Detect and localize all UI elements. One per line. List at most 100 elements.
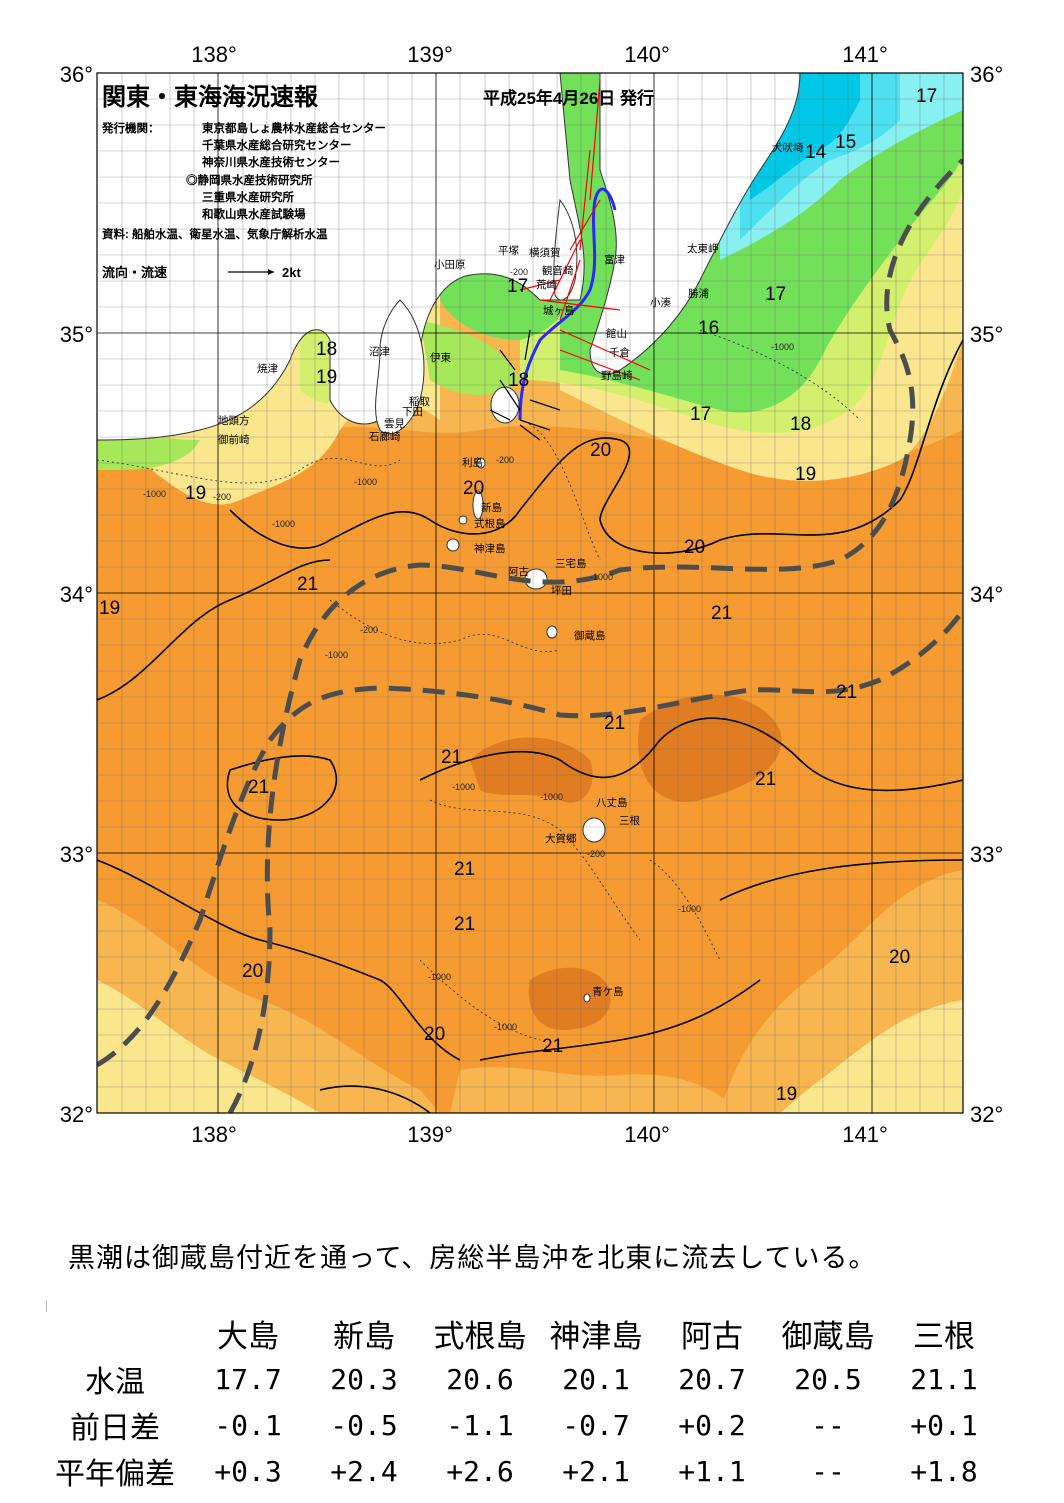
column-header: 阿古 bbox=[681, 1318, 743, 1355]
temp-label: 19 bbox=[776, 1084, 797, 1105]
lon-label: 138° bbox=[191, 1122, 237, 1147]
place-label: 雲見 bbox=[384, 418, 405, 430]
lon-labels-bottom: 138° 139° 140° 141° bbox=[191, 1122, 888, 1147]
column-header: 新島 bbox=[333, 1318, 395, 1355]
place-label: 勝浦 bbox=[688, 287, 709, 300]
column-header: 御蔵島 bbox=[781, 1318, 875, 1355]
table-cell: +0.2 bbox=[678, 1408, 746, 1442]
table-cell: 17.7 bbox=[214, 1362, 282, 1396]
summary-caption: 黒潮は御蔵島付近を通って、房総半島沖を北東に流去している。 bbox=[68, 1243, 877, 1274]
sea-temperature-map: 17 15 14 17 16 17 18 19 20 20 18 17 18 1… bbox=[60, 42, 1004, 1147]
lon-label: 139° bbox=[407, 1122, 453, 1147]
land-boso bbox=[589, 73, 801, 375]
place-label: 青ケ島 bbox=[592, 985, 624, 998]
place-label: 新島 bbox=[481, 501, 502, 514]
temp-label: 20 bbox=[424, 1024, 445, 1045]
publisher-item: 三重県水産研究所 bbox=[202, 190, 294, 204]
table-cell: +0.1 bbox=[910, 1408, 978, 1442]
temp-label: 20 bbox=[463, 478, 484, 499]
table-cell: +1.1 bbox=[678, 1454, 746, 1488]
sagami-bay-18 bbox=[420, 320, 520, 395]
table-cell: 21.1 bbox=[910, 1362, 978, 1396]
lon-label: 141° bbox=[842, 1122, 888, 1147]
temp-label: 16 bbox=[698, 318, 719, 339]
depth-label: -1000 bbox=[678, 904, 701, 914]
place-label: 焼津 bbox=[257, 363, 278, 375]
column-header: 神津島 bbox=[549, 1318, 643, 1355]
place-labels: 犬吠埼 太東岬 勝浦 小湊 富津 館山 千倉 野島崎 横須賀 観音崎 平塚 荒崎… bbox=[218, 141, 804, 998]
place-label: 式根島 bbox=[474, 517, 506, 530]
island-niijima bbox=[472, 490, 484, 520]
publisher-block: 発行機関： 東京都島しょ農林水産総合センター 千葉県水産総合研究センター 神奈川… bbox=[101, 121, 386, 241]
place-label: 伊東 bbox=[430, 351, 451, 364]
depth-label: -200 bbox=[496, 455, 514, 465]
depth-label: -1000 bbox=[452, 782, 475, 792]
vector-arrows-black bbox=[489, 329, 561, 441]
kuroshio-axis bbox=[97, 158, 963, 1113]
table-cell: -- bbox=[811, 1408, 845, 1442]
place-label: 太東岬 bbox=[687, 242, 719, 255]
row-label: 水温 bbox=[85, 1365, 145, 1400]
island-hachijojima bbox=[582, 817, 606, 843]
island-kozushima bbox=[446, 538, 460, 552]
place-label: 御蔵島 bbox=[574, 629, 606, 642]
temp-label: 21 bbox=[454, 859, 475, 880]
place-label: 石廊崎 bbox=[369, 430, 401, 443]
lon-label: 140° bbox=[624, 42, 670, 67]
temp-label: 21 bbox=[248, 777, 269, 798]
place-label: 稲取 bbox=[409, 396, 430, 408]
place-label: 神津島 bbox=[474, 542, 506, 555]
place-label: 館山 bbox=[606, 327, 627, 340]
temp-label: 17 bbox=[690, 404, 711, 425]
lat-label: 34° bbox=[60, 582, 93, 607]
lat-label: 36° bbox=[60, 62, 93, 87]
lat-label: 34° bbox=[970, 582, 1003, 607]
island-mikurajima bbox=[546, 625, 558, 639]
temp-label: 20 bbox=[684, 537, 705, 558]
place-label: 地頭方 bbox=[218, 414, 250, 427]
sea-20-southcenter bbox=[450, 1067, 740, 1113]
ship-track bbox=[518, 187, 617, 421]
row-label: 平年偏差 bbox=[55, 1457, 175, 1492]
place-label: 横須賀 bbox=[529, 246, 561, 259]
depth-label: -200 bbox=[360, 625, 378, 635]
temp-label: 21 bbox=[441, 747, 462, 768]
depth-label: -1000 bbox=[272, 519, 295, 529]
temp-label: 20 bbox=[242, 961, 263, 982]
lon-labels-top: 138° 139° 140° 141° bbox=[191, 42, 888, 67]
place-label: 大賀郷 bbox=[545, 832, 577, 845]
publisher-label: 発行機関： bbox=[101, 121, 160, 135]
map-border bbox=[96, 72, 964, 1114]
temp-label: 18 bbox=[790, 414, 811, 435]
major-grid bbox=[97, 73, 963, 1113]
temp-label: 19 bbox=[99, 598, 120, 619]
table-cell: -0.5 bbox=[330, 1408, 398, 1442]
table-cell: -1.1 bbox=[446, 1408, 514, 1442]
temp-label: 21 bbox=[297, 574, 318, 595]
place-label: 野島崎 bbox=[601, 369, 633, 382]
place-label: 利島 bbox=[462, 456, 483, 469]
table-cell: -- bbox=[811, 1454, 845, 1488]
place-label: 三根 bbox=[619, 814, 640, 827]
depth-label: -200 bbox=[213, 492, 231, 502]
lat-label: 35° bbox=[60, 322, 93, 347]
temp-label: 21 bbox=[604, 713, 625, 734]
temp-label: 17 bbox=[507, 276, 528, 297]
lat-labels-right: 36° 35° 34° 33° 32° bbox=[970, 62, 1003, 1127]
table-cell: -0.7 bbox=[562, 1408, 630, 1442]
temp-label: 17 bbox=[916, 86, 937, 107]
publisher-item: ◎静岡県水産技術研究所 bbox=[186, 173, 313, 187]
lon-label: 140° bbox=[624, 1122, 670, 1147]
sea-19-southeast bbox=[780, 1000, 963, 1113]
place-label: 城ヶ島 bbox=[543, 304, 575, 317]
temp-label: 21 bbox=[711, 603, 732, 624]
row-label: 前日差 bbox=[70, 1411, 160, 1446]
lat-label: 32° bbox=[60, 1102, 93, 1127]
issue-date: 平成25年4月26日 発行 bbox=[483, 88, 654, 108]
temp-label: 19 bbox=[316, 367, 337, 388]
depth-label: -1000 bbox=[143, 489, 166, 499]
land-miura bbox=[553, 198, 578, 301]
table-cell: +2.6 bbox=[446, 1454, 514, 1488]
island-temperature-table: 大島 新島 式根島 神津島 阿古 御蔵島 三根 水温 17.7 20.3 20.… bbox=[40, 1310, 1002, 1494]
publisher-item: 千葉県水産総合研究センター bbox=[202, 138, 352, 152]
